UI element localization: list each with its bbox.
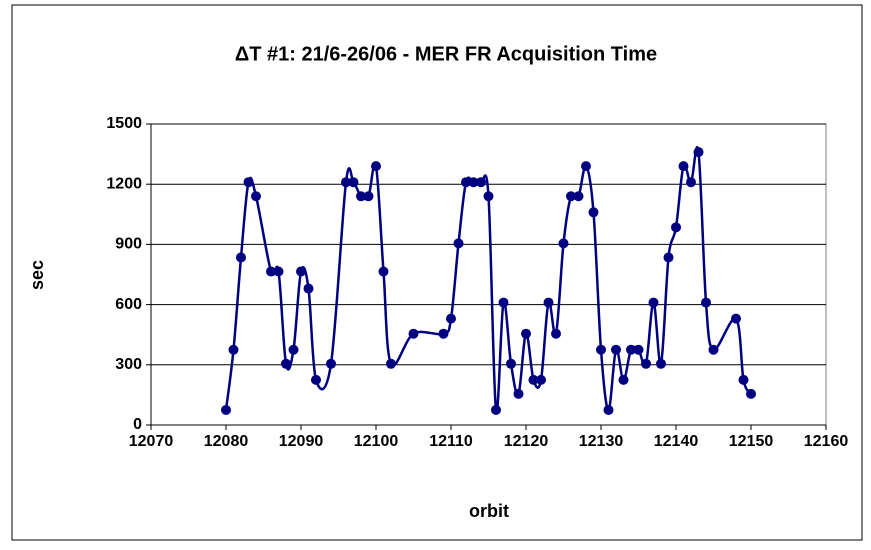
data-point — [251, 191, 261, 202]
data-point — [678, 161, 689, 172]
y-tick-label: 0 — [133, 416, 142, 433]
x-tick-label: 12130 — [579, 433, 624, 450]
data-point — [288, 344, 299, 355]
data-point — [731, 313, 741, 324]
data-point — [468, 177, 479, 188]
data-point — [476, 177, 486, 188]
data-point — [453, 238, 464, 249]
x-tick-label: 12160 — [804, 433, 849, 450]
y-tick-label: 600 — [115, 296, 142, 313]
data-point — [701, 297, 711, 308]
x-tick-label: 12090 — [279, 433, 324, 450]
data-point — [671, 222, 681, 233]
data-point — [738, 374, 749, 385]
data-point — [438, 328, 449, 339]
data-point — [378, 266, 389, 277]
data-point — [266, 266, 276, 277]
data-point — [341, 177, 351, 188]
data-point — [513, 388, 524, 399]
data-point — [221, 404, 231, 415]
chart-title: ΔT #1: 21/6-26/06 - MER FR Acquisition T… — [235, 43, 657, 65]
y-tick-label: 1200 — [106, 175, 142, 192]
data-point — [626, 344, 636, 355]
data-point — [543, 297, 554, 308]
data-point — [633, 344, 644, 355]
data-point — [521, 328, 531, 339]
data-point — [708, 344, 719, 355]
data-point — [603, 404, 614, 415]
x-tick-label: 12120 — [504, 433, 549, 450]
y-axis-label: sec — [27, 260, 47, 290]
data-point — [236, 252, 246, 263]
y-tick-label: 300 — [115, 356, 142, 373]
data-point — [303, 283, 314, 294]
data-point — [281, 358, 291, 369]
data-point — [596, 344, 606, 355]
data-point — [243, 177, 254, 188]
data-point — [506, 358, 516, 369]
data-point — [363, 191, 374, 202]
x-tick-label: 12080 — [204, 433, 249, 450]
data-point — [326, 358, 336, 369]
data-point — [273, 266, 284, 277]
x-tick-label: 12100 — [354, 433, 399, 450]
data-point — [558, 238, 569, 249]
data-point — [498, 297, 509, 308]
data-point — [536, 374, 546, 385]
data-point — [408, 328, 419, 339]
data-point — [693, 147, 704, 158]
data-point — [311, 374, 321, 385]
data-point — [656, 358, 666, 369]
data-point — [686, 177, 696, 188]
data-point — [371, 161, 381, 172]
data-point — [551, 328, 561, 339]
data-point — [483, 191, 494, 202]
x-tick-label: 12140 — [654, 433, 699, 450]
plot-area — [150, 123, 827, 426]
data-point — [461, 177, 471, 188]
data-point — [446, 313, 456, 324]
data-point — [618, 374, 629, 385]
data-point — [566, 191, 576, 202]
y-tick-label: 900 — [115, 236, 142, 253]
data-point — [528, 374, 539, 385]
data-point — [348, 177, 359, 188]
data-point — [296, 266, 306, 277]
data-point — [588, 207, 599, 218]
data-point — [648, 297, 659, 308]
x-tick-label: 12110 — [429, 433, 473, 450]
chart-border — [11, 4, 863, 541]
data-point — [228, 344, 239, 355]
data-point — [611, 344, 621, 355]
data-point — [356, 191, 366, 202]
x-tick-label: 12150 — [729, 433, 774, 450]
x-tick-label: 12070 — [129, 433, 174, 450]
data-point — [663, 252, 674, 263]
data-point — [746, 388, 756, 399]
data-point — [386, 358, 396, 369]
y-tick-label: 1500 — [106, 115, 142, 132]
data-point — [581, 161, 591, 172]
data-point — [491, 404, 501, 415]
x-axis-label: orbit — [469, 501, 509, 521]
data-point — [573, 191, 584, 202]
data-point — [641, 358, 651, 369]
